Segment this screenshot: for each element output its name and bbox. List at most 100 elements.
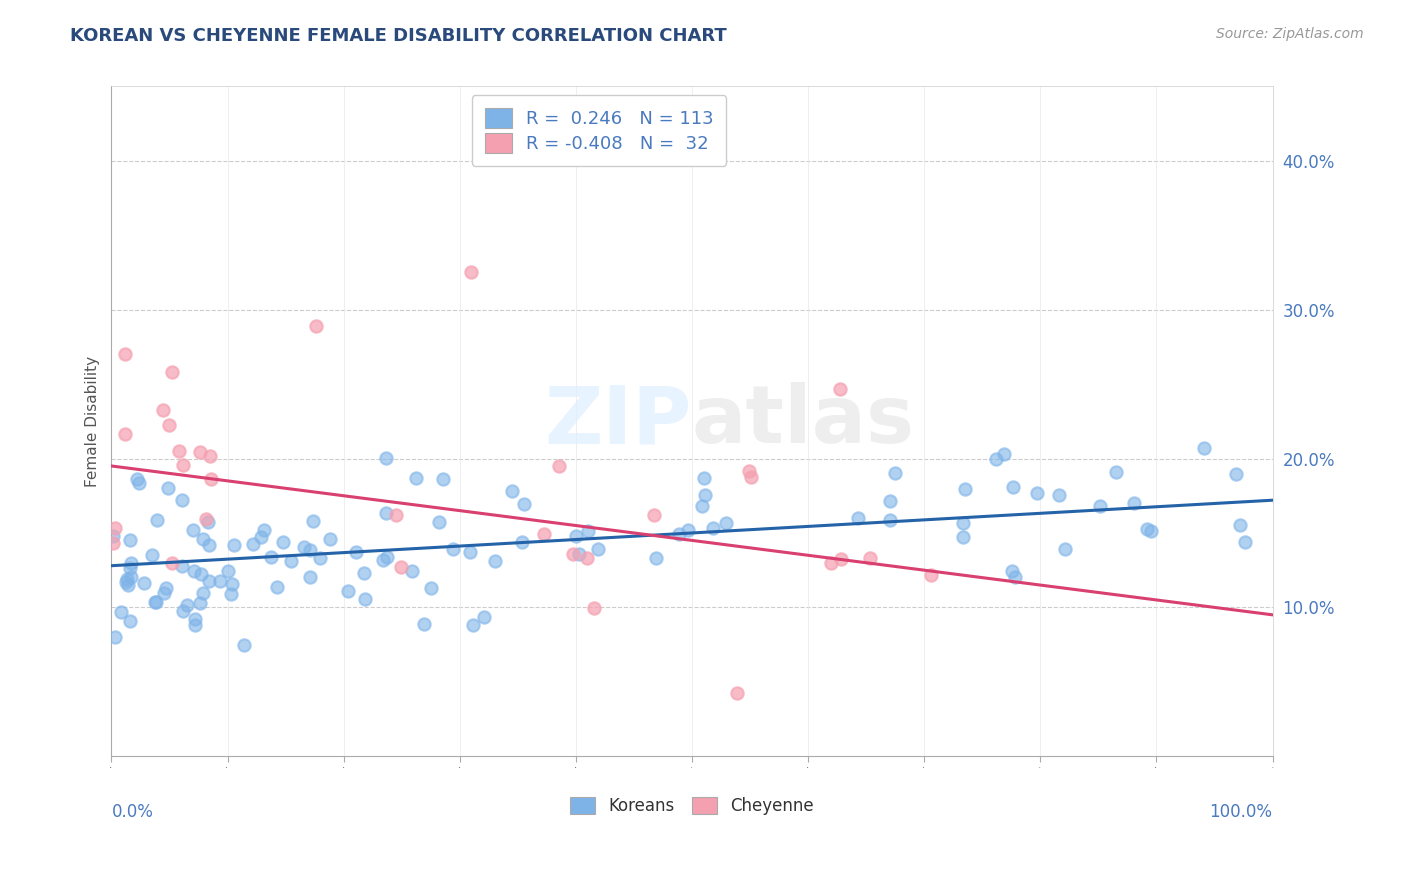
- Point: [221, 577, 243, 591]
- Y-axis label: Female Disability: Female Disability: [86, 356, 100, 487]
- Point: [176, 598, 198, 612]
- Point: [484, 554, 506, 568]
- Point: [690, 499, 713, 513]
- Point: [645, 550, 668, 565]
- Point: [120, 533, 142, 547]
- Point: [344, 545, 367, 559]
- Point: [1105, 465, 1128, 479]
- Point: [353, 566, 375, 581]
- Point: [564, 529, 586, 543]
- Text: ZIP: ZIP: [544, 383, 692, 460]
- Point: [702, 521, 724, 535]
- Text: 100.0%: 100.0%: [1209, 803, 1272, 822]
- Point: [128, 476, 150, 491]
- Point: [385, 508, 408, 523]
- Point: [115, 572, 138, 586]
- Point: [143, 595, 166, 609]
- Point: [120, 561, 142, 575]
- Point: [155, 581, 177, 595]
- Point: [299, 570, 322, 584]
- Point: [305, 318, 328, 333]
- Point: [266, 580, 288, 594]
- Point: [153, 586, 176, 600]
- Point: [1025, 486, 1047, 500]
- Point: [1140, 524, 1163, 539]
- Point: [714, 516, 737, 530]
- Point: [146, 513, 169, 527]
- Point: [820, 556, 842, 570]
- Point: [576, 524, 599, 538]
- Point: [101, 529, 124, 543]
- Point: [952, 516, 974, 530]
- Point: [160, 365, 183, 379]
- Point: [198, 574, 221, 588]
- Point: [190, 566, 212, 581]
- Point: [104, 630, 127, 644]
- Point: [371, 553, 394, 567]
- Point: [405, 471, 427, 485]
- Point: [676, 523, 699, 537]
- Text: KOREAN VS CHEYENNE FEMALE DISABILITY CORRELATION CHART: KOREAN VS CHEYENNE FEMALE DISABILITY COR…: [70, 27, 727, 45]
- Point: [253, 524, 276, 538]
- Point: [184, 618, 207, 632]
- Text: Source: ZipAtlas.com: Source: ZipAtlas.com: [1216, 27, 1364, 41]
- Point: [299, 543, 322, 558]
- Point: [562, 547, 585, 561]
- Point: [110, 605, 132, 619]
- Point: [461, 618, 484, 632]
- Point: [219, 587, 242, 601]
- Point: [738, 464, 761, 478]
- Point: [172, 458, 194, 472]
- Point: [242, 536, 264, 550]
- Point: [668, 527, 690, 541]
- Point: [200, 472, 222, 486]
- Point: [160, 556, 183, 570]
- Point: [879, 493, 901, 508]
- Point: [389, 559, 412, 574]
- Point: [172, 604, 194, 618]
- Point: [198, 538, 221, 552]
- Point: [193, 586, 215, 600]
- Point: [117, 578, 139, 592]
- Point: [510, 534, 533, 549]
- Point: [548, 459, 571, 474]
- Point: [120, 556, 142, 570]
- Point: [1194, 441, 1216, 455]
- Point: [170, 559, 193, 574]
- Point: [157, 482, 180, 496]
- Text: atlas: atlas: [692, 383, 915, 460]
- Point: [1053, 542, 1076, 557]
- Point: [1136, 522, 1159, 536]
- Point: [292, 540, 315, 554]
- Point: [920, 568, 942, 582]
- Point: [170, 493, 193, 508]
- Point: [114, 427, 136, 442]
- Point: [1225, 467, 1247, 482]
- Point: [1229, 517, 1251, 532]
- Text: 0.0%: 0.0%: [111, 803, 153, 822]
- Point: [208, 574, 231, 588]
- Point: [955, 482, 977, 496]
- Point: [586, 542, 609, 557]
- Point: [952, 530, 974, 544]
- Point: [883, 467, 905, 481]
- Point: [458, 544, 481, 558]
- Point: [460, 265, 482, 279]
- Point: [643, 508, 665, 522]
- Point: [198, 449, 221, 463]
- Point: [101, 536, 124, 550]
- Point: [432, 472, 454, 486]
- Point: [740, 470, 762, 484]
- Point: [1047, 488, 1070, 502]
- Point: [429, 515, 451, 529]
- Point: [1001, 564, 1024, 578]
- Point: [152, 403, 174, 417]
- Point: [104, 521, 127, 535]
- Point: [879, 513, 901, 527]
- Point: [412, 616, 434, 631]
- Point: [375, 451, 398, 466]
- Point: [375, 549, 398, 564]
- Point: [260, 550, 283, 565]
- Point: [271, 534, 294, 549]
- Point: [375, 507, 398, 521]
